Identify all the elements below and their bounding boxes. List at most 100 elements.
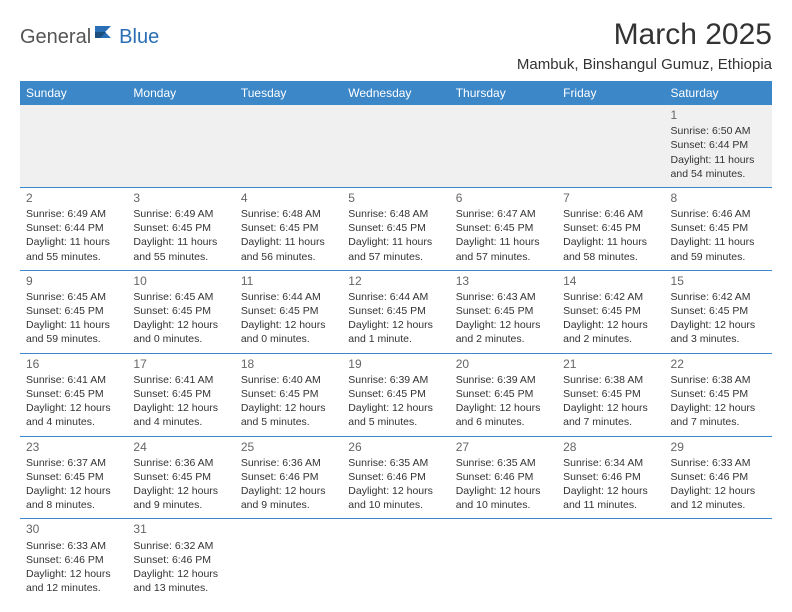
- daylight-text: Daylight: 11 hours and 58 minutes.: [563, 235, 658, 263]
- day-number: 26: [348, 439, 443, 455]
- sunrise-text: Sunrise: 6:49 AM: [133, 207, 228, 221]
- sunrise-text: Sunrise: 6:35 AM: [456, 456, 551, 470]
- day-number: 18: [241, 356, 336, 372]
- sunset-text: Sunset: 6:45 PM: [348, 304, 443, 318]
- calendar-cell: 14Sunrise: 6:42 AMSunset: 6:45 PMDayligh…: [557, 270, 664, 353]
- day-number: 4: [241, 190, 336, 206]
- day-number: 3: [133, 190, 228, 206]
- sunrise-text: Sunrise: 6:44 AM: [241, 290, 336, 304]
- sunrise-text: Sunrise: 6:43 AM: [456, 290, 551, 304]
- day-number: 12: [348, 273, 443, 289]
- sunset-text: Sunset: 6:45 PM: [26, 470, 121, 484]
- sunrise-text: Sunrise: 6:40 AM: [241, 373, 336, 387]
- calendar-cell: 3Sunrise: 6:49 AMSunset: 6:45 PMDaylight…: [127, 187, 234, 270]
- daylight-text: Daylight: 12 hours and 3 minutes.: [671, 318, 766, 346]
- daylight-text: Daylight: 11 hours and 59 minutes.: [671, 235, 766, 263]
- daylight-text: Daylight: 12 hours and 11 minutes.: [563, 484, 658, 512]
- daylight-text: Daylight: 12 hours and 4 minutes.: [133, 401, 228, 429]
- day-number: 7: [563, 190, 658, 206]
- calendar-cell: 6Sunrise: 6:47 AMSunset: 6:45 PMDaylight…: [450, 187, 557, 270]
- day-number: 30: [26, 521, 121, 537]
- calendar-cell: 18Sunrise: 6:40 AMSunset: 6:45 PMDayligh…: [235, 353, 342, 436]
- sunset-text: Sunset: 6:44 PM: [671, 138, 766, 152]
- sunrise-text: Sunrise: 6:34 AM: [563, 456, 658, 470]
- sunset-text: Sunset: 6:45 PM: [671, 387, 766, 401]
- calendar-cell: 15Sunrise: 6:42 AMSunset: 6:45 PMDayligh…: [665, 270, 772, 353]
- daylight-text: Daylight: 12 hours and 12 minutes.: [671, 484, 766, 512]
- daylight-text: Daylight: 12 hours and 4 minutes.: [26, 401, 121, 429]
- sunset-text: Sunset: 6:45 PM: [563, 221, 658, 235]
- calendar-cell: [665, 519, 772, 601]
- sunrise-text: Sunrise: 6:48 AM: [241, 207, 336, 221]
- day-number: 25: [241, 439, 336, 455]
- calendar-cell: [450, 105, 557, 187]
- calendar-cell: [235, 519, 342, 601]
- day-number: 22: [671, 356, 766, 372]
- day-number: 24: [133, 439, 228, 455]
- calendar-cell: [557, 105, 664, 187]
- daylight-text: Daylight: 11 hours and 57 minutes.: [348, 235, 443, 263]
- calendar-cell: [20, 105, 127, 187]
- sunset-text: Sunset: 6:45 PM: [671, 304, 766, 318]
- day-number: 5: [348, 190, 443, 206]
- daylight-text: Daylight: 12 hours and 10 minutes.: [456, 484, 551, 512]
- calendar-row: 2Sunrise: 6:49 AMSunset: 6:44 PMDaylight…: [20, 187, 772, 270]
- sunset-text: Sunset: 6:46 PM: [133, 553, 228, 567]
- calendar-cell: 19Sunrise: 6:39 AMSunset: 6:45 PMDayligh…: [342, 353, 449, 436]
- calendar-cell: 11Sunrise: 6:44 AMSunset: 6:45 PMDayligh…: [235, 270, 342, 353]
- weekday-header: Wednesday: [342, 81, 449, 105]
- sunset-text: Sunset: 6:45 PM: [133, 304, 228, 318]
- title-block: March 2025 Mambuk, Binshangul Gumuz, Eth…: [517, 18, 772, 73]
- daylight-text: Daylight: 12 hours and 7 minutes.: [671, 401, 766, 429]
- daylight-text: Daylight: 12 hours and 1 minute.: [348, 318, 443, 346]
- sunrise-text: Sunrise: 6:41 AM: [133, 373, 228, 387]
- sunset-text: Sunset: 6:45 PM: [563, 387, 658, 401]
- sunset-text: Sunset: 6:44 PM: [26, 221, 121, 235]
- calendar-cell: 16Sunrise: 6:41 AMSunset: 6:45 PMDayligh…: [20, 353, 127, 436]
- day-number: 8: [671, 190, 766, 206]
- sunrise-text: Sunrise: 6:35 AM: [348, 456, 443, 470]
- sunset-text: Sunset: 6:45 PM: [671, 221, 766, 235]
- sunrise-text: Sunrise: 6:41 AM: [26, 373, 121, 387]
- calendar-row: 30Sunrise: 6:33 AMSunset: 6:46 PMDayligh…: [20, 519, 772, 601]
- calendar-cell: 26Sunrise: 6:35 AMSunset: 6:46 PMDayligh…: [342, 436, 449, 519]
- sunset-text: Sunset: 6:45 PM: [456, 304, 551, 318]
- calendar-cell: 13Sunrise: 6:43 AMSunset: 6:45 PMDayligh…: [450, 270, 557, 353]
- calendar-cell: 30Sunrise: 6:33 AMSunset: 6:46 PMDayligh…: [20, 519, 127, 601]
- day-number: 17: [133, 356, 228, 372]
- sunrise-text: Sunrise: 6:39 AM: [348, 373, 443, 387]
- sunrise-text: Sunrise: 6:42 AM: [671, 290, 766, 304]
- sunset-text: Sunset: 6:46 PM: [241, 470, 336, 484]
- daylight-text: Daylight: 12 hours and 5 minutes.: [241, 401, 336, 429]
- header: General Blue March 2025 Mambuk, Binshang…: [20, 18, 772, 73]
- calendar-cell: 27Sunrise: 6:35 AMSunset: 6:46 PMDayligh…: [450, 436, 557, 519]
- day-number: 29: [671, 439, 766, 455]
- calendar-cell: 5Sunrise: 6:48 AMSunset: 6:45 PMDaylight…: [342, 187, 449, 270]
- calendar-cell: [342, 519, 449, 601]
- calendar-cell: 31Sunrise: 6:32 AMSunset: 6:46 PMDayligh…: [127, 519, 234, 601]
- calendar-cell: 2Sunrise: 6:49 AMSunset: 6:44 PMDaylight…: [20, 187, 127, 270]
- sunset-text: Sunset: 6:45 PM: [241, 304, 336, 318]
- day-number: 6: [456, 190, 551, 206]
- calendar-cell: [342, 105, 449, 187]
- day-number: 23: [26, 439, 121, 455]
- daylight-text: Daylight: 12 hours and 8 minutes.: [26, 484, 121, 512]
- daylight-text: Daylight: 12 hours and 7 minutes.: [563, 401, 658, 429]
- calendar-cell: 1Sunrise: 6:50 AMSunset: 6:44 PMDaylight…: [665, 105, 772, 187]
- sunset-text: Sunset: 6:46 PM: [26, 553, 121, 567]
- day-number: 11: [241, 273, 336, 289]
- sunset-text: Sunset: 6:46 PM: [456, 470, 551, 484]
- sunset-text: Sunset: 6:46 PM: [348, 470, 443, 484]
- daylight-text: Daylight: 12 hours and 13 minutes.: [133, 567, 228, 595]
- daylight-text: Daylight: 12 hours and 9 minutes.: [133, 484, 228, 512]
- weekday-header: Thursday: [450, 81, 557, 105]
- sunset-text: Sunset: 6:45 PM: [456, 387, 551, 401]
- daylight-text: Daylight: 11 hours and 55 minutes.: [26, 235, 121, 263]
- sunset-text: Sunset: 6:45 PM: [133, 221, 228, 235]
- daylight-text: Daylight: 12 hours and 6 minutes.: [456, 401, 551, 429]
- weekday-header-row: Sunday Monday Tuesday Wednesday Thursday…: [20, 81, 772, 105]
- daylight-text: Daylight: 11 hours and 54 minutes.: [671, 153, 766, 181]
- day-number: 9: [26, 273, 121, 289]
- sunrise-text: Sunrise: 6:42 AM: [563, 290, 658, 304]
- calendar-cell: 10Sunrise: 6:45 AMSunset: 6:45 PMDayligh…: [127, 270, 234, 353]
